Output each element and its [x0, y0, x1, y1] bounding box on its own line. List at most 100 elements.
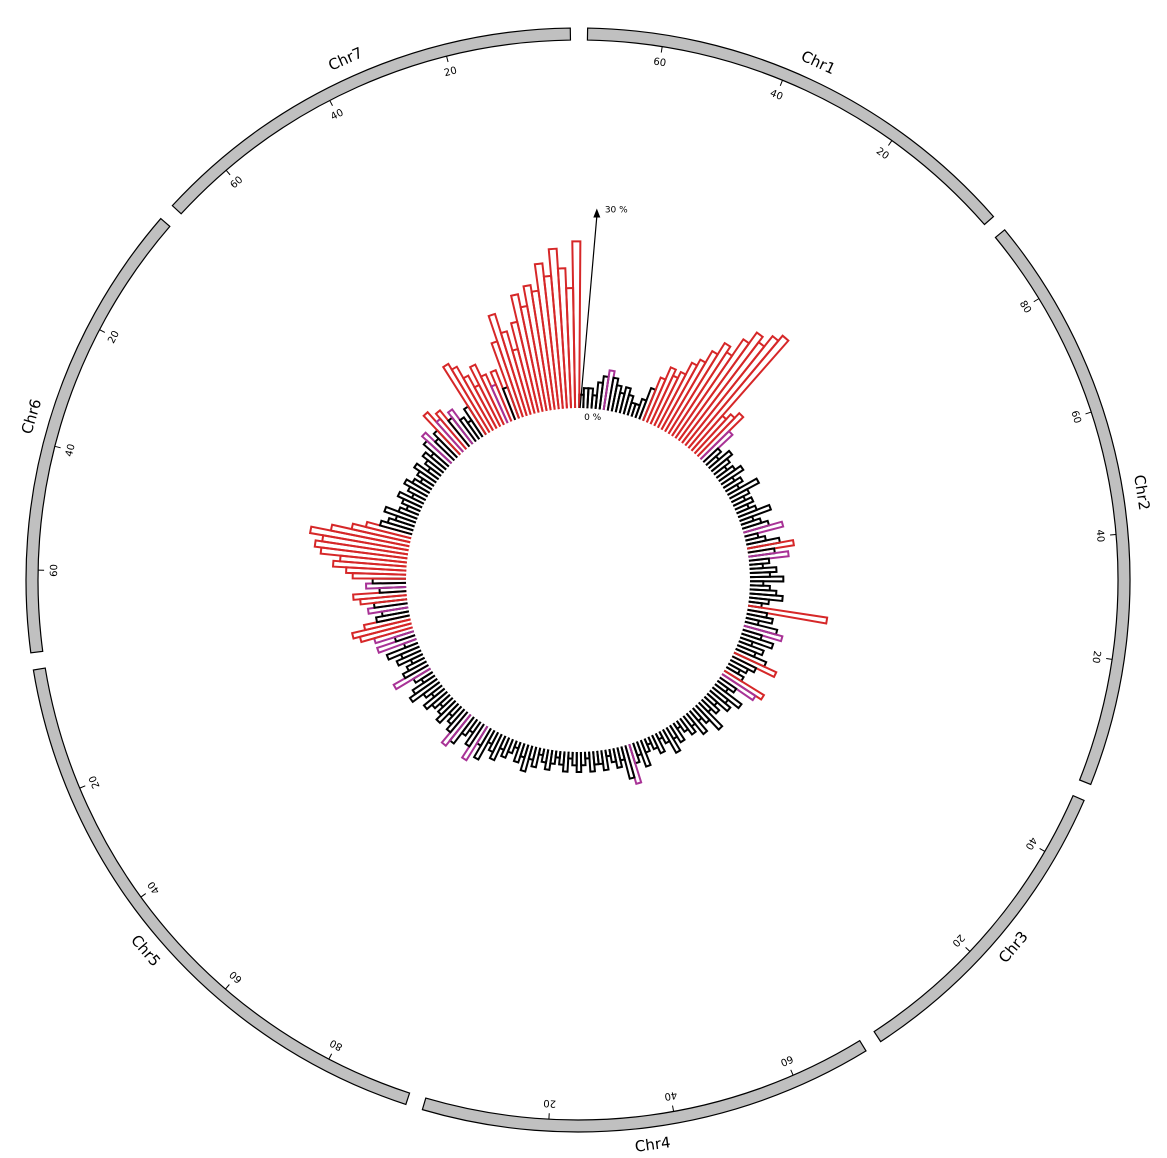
histogram-bin [622, 393, 635, 416]
histogram-bin [651, 732, 667, 755]
histogram-bin [662, 726, 682, 755]
histogram-bin [464, 721, 485, 748]
tick-mark [1033, 298, 1040, 303]
histogram-bin [402, 478, 431, 498]
histogram-bin [313, 539, 409, 560]
histogram-bin [696, 411, 745, 460]
histogram-bin [620, 745, 636, 780]
histogram-bin [501, 385, 520, 421]
histogram-bin [687, 334, 790, 452]
histogram-bin [709, 686, 730, 705]
histogram-bin [329, 523, 411, 548]
tick-mark [79, 785, 86, 789]
histogram-bin [522, 283, 552, 412]
histogram-bin [462, 374, 498, 431]
histogram-bin [556, 267, 573, 409]
tick-label: 20 [1089, 650, 1102, 664]
histogram-bin [636, 739, 652, 768]
histogram-bin [711, 683, 743, 710]
radial-scale-indicator: 0 % 30 % [579, 205, 628, 423]
tick-mark [225, 170, 231, 176]
histogram-bin [466, 418, 484, 440]
histogram-bin [739, 632, 775, 650]
histogram-bin [446, 408, 477, 445]
tick-mark [225, 984, 230, 990]
tick-label: 20 [106, 329, 122, 345]
tick-mark [887, 140, 893, 146]
tick-mark [660, 46, 663, 53]
histogram-bin [488, 733, 507, 762]
tick-label: 60 [779, 1053, 795, 1068]
histogram-bin [702, 447, 723, 466]
histogram-bin [460, 716, 479, 738]
histogram-bin [600, 749, 610, 772]
chromosome-label-chr7: Chr7 [326, 44, 366, 75]
histogram-bin [499, 330, 532, 417]
histogram-bin [685, 710, 709, 736]
tick-label: 40 [64, 443, 78, 458]
histogram-bin [699, 429, 734, 463]
scale-max-label: 30 % [605, 205, 628, 215]
histogram-bin [392, 664, 432, 691]
tick-mark [965, 946, 971, 952]
tick-label: 40 [768, 88, 784, 103]
histogram-bin [586, 387, 595, 409]
histogram-bin [472, 727, 496, 761]
tick-label: 20 [543, 1097, 556, 1109]
histogram-bin [446, 705, 466, 726]
histogram-bin [610, 384, 623, 413]
histogram-bin [366, 602, 409, 615]
histogram-bin [608, 748, 618, 764]
histogram-bin [729, 655, 758, 674]
histogram-bin [727, 658, 750, 675]
chromosome-arc-chr4 [421, 1039, 867, 1133]
histogram-bin [747, 604, 829, 625]
histogram-bin [669, 722, 686, 744]
histogram-bin [624, 743, 643, 786]
histogram-bin [684, 334, 780, 449]
histogram-bin [533, 262, 560, 410]
histogram-bin [412, 462, 440, 484]
tick-mark [1039, 848, 1046, 852]
histogram-bin [395, 649, 424, 667]
histogram-bin [561, 751, 570, 773]
histogram-bin [530, 746, 542, 769]
histogram-bin [677, 331, 765, 444]
tick-mark [54, 445, 61, 449]
histogram-bin [723, 666, 745, 683]
histogram-bin [460, 723, 489, 762]
histogram-bin [415, 469, 437, 487]
histogram-bin [748, 557, 771, 566]
histogram-bin [543, 749, 554, 771]
tick-mark [1110, 533, 1117, 536]
histogram-bin [364, 520, 413, 540]
chromosome-tick-marks: 20 40 60 20 40 60 80 20 40 20 40 60 20 40 60 80 20 40 60 20… [38, 46, 1117, 1120]
histogram-bin [729, 487, 751, 504]
histogram-bin [435, 700, 460, 725]
chromosome-arc-chr7 [171, 27, 572, 215]
histogram-bin [737, 503, 773, 522]
histogram-bin [441, 362, 491, 436]
histogram-bin [509, 293, 544, 413]
histogram-bin [742, 624, 784, 643]
histogram-bin [499, 737, 514, 760]
chromosome-arc-chr1 [586, 27, 995, 226]
histogram-bin [445, 708, 469, 734]
histogram-bin [411, 477, 433, 494]
histogram-bin [658, 729, 671, 745]
tick-mark [329, 100, 333, 107]
histogram-bin [350, 618, 412, 640]
histogram-bin [397, 506, 420, 520]
histogram-bin [575, 751, 583, 773]
tick-mark [446, 56, 449, 63]
histogram-bin [365, 581, 407, 590]
histogram-bin [736, 640, 765, 657]
histogram-bin [512, 741, 526, 764]
histogram-bin [396, 490, 425, 509]
tick-label: 20 [443, 65, 458, 79]
tick-label: 60 [228, 968, 245, 985]
histogram-bin [743, 520, 785, 538]
histogram-bin [374, 610, 410, 624]
tick-label: 20 [950, 932, 967, 949]
histogram-bin [612, 747, 624, 770]
